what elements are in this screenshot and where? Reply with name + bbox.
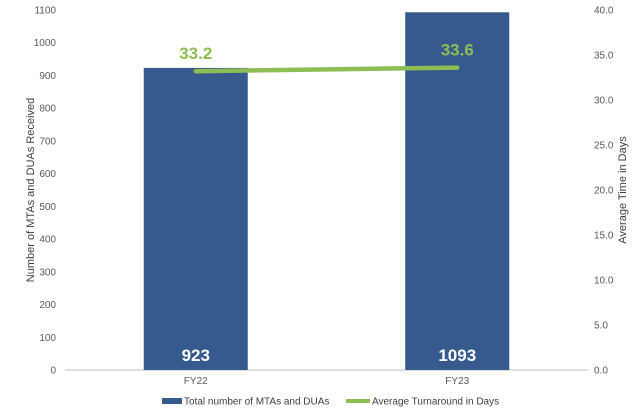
y-tick-label: 200 xyxy=(39,300,56,311)
y2-tick-label: 35.0 xyxy=(594,51,614,62)
y2-tick-label: 30.0 xyxy=(594,96,614,107)
bar-data-label: 1093 xyxy=(438,346,476,365)
y-tick-label: 600 xyxy=(39,169,56,180)
y-tick-label: 100 xyxy=(39,333,56,344)
x-tick-label: FY23 xyxy=(445,376,469,387)
y-tick-label: 900 xyxy=(39,71,56,82)
legend-label-bars: Total number of MTAs and DUAs xyxy=(184,397,329,408)
line-path xyxy=(193,65,460,74)
legend-swatch-bars xyxy=(162,398,182,404)
right-axis-ticks: 0.0 5.0 10.0 15.0 20.0 25.0 30.0 35.0 40.0 xyxy=(594,6,614,377)
bar xyxy=(143,67,248,370)
x-axis-ticks: FY22 FY23 xyxy=(184,376,470,387)
y2-tick-label: 0.0 xyxy=(594,366,608,377)
y-axis-title: Number of MTAs and DUAs Received xyxy=(25,98,37,282)
y-tick-label: 800 xyxy=(39,104,56,115)
x-tick-label: FY22 xyxy=(184,376,208,387)
line-data-label: 33.2 xyxy=(179,44,212,63)
line-series: 33.2 33.6 xyxy=(179,41,474,74)
y-tick-label: 700 xyxy=(39,136,56,147)
bar-data-label: 923 xyxy=(182,346,210,365)
y2-tick-label: 15.0 xyxy=(594,231,614,242)
y-tick-label: 300 xyxy=(39,267,56,278)
y-tick-label: 400 xyxy=(39,235,56,246)
bar xyxy=(405,12,510,371)
y-tick-label: 0 xyxy=(50,366,56,377)
bar-series: 923 1093 xyxy=(143,12,510,371)
y2-axis-title: Average Time in Days xyxy=(617,136,629,244)
legend-swatch-line xyxy=(346,399,370,403)
left-axis-ticks: 0 100 200 300 400 500 600 700 800 900 1000 1100 xyxy=(34,6,57,377)
y2-tick-label: 25.0 xyxy=(594,141,614,152)
y-tick-label: 1000 xyxy=(34,38,57,49)
y-tick-label: 1100 xyxy=(34,6,56,17)
y2-tick-label: 10.0 xyxy=(594,276,614,287)
line-data-label: 33.6 xyxy=(441,41,474,60)
y2-tick-label: 5.0 xyxy=(594,321,608,332)
y2-tick-label: 20.0 xyxy=(594,186,614,197)
legend: Total number of MTAs and DUAs Average Tu… xyxy=(162,397,499,408)
legend-label-line: Average Turnaround in Days xyxy=(372,397,499,408)
y2-tick-label: 40.0 xyxy=(594,6,614,17)
y-tick-label: 500 xyxy=(39,202,56,213)
